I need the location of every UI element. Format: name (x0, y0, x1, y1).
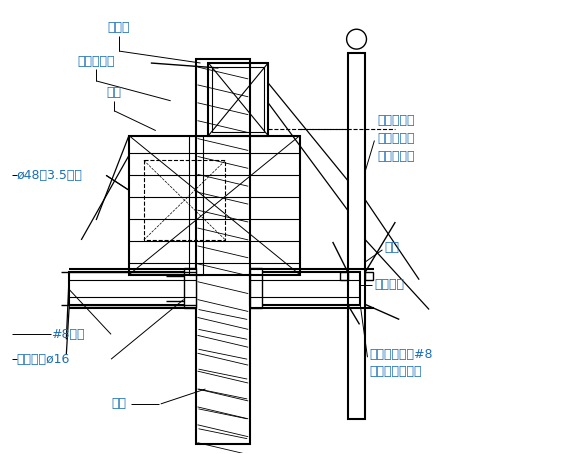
Bar (250, 268, 262, 309)
Text: 脚手板两端与#8: 脚手板两端与#8 (370, 348, 433, 361)
Text: ø48＊3.5钢管: ø48＊3.5钢管 (16, 169, 82, 182)
Bar (250, 272, 359, 305)
Text: #8槽钢: #8槽钢 (51, 328, 85, 341)
Text: 钢管组成活: 钢管组成活 (377, 132, 415, 145)
Text: 施工人员: 施工人员 (375, 278, 405, 291)
Text: 大钢管套小: 大钢管套小 (377, 114, 415, 127)
Text: 双头螺栓ø16: 双头螺栓ø16 (16, 353, 70, 365)
Bar (69, 272, 195, 305)
Text: 落差保护器: 落差保护器 (77, 54, 115, 68)
Bar (347, 53, 366, 419)
Bar (129, 136, 300, 275)
Bar (184, 268, 195, 309)
Bar (189, 136, 203, 275)
Text: 绳梯: 绳梯 (107, 86, 121, 99)
Text: 动栏杆立杆: 动栏杆立杆 (377, 150, 415, 163)
Bar (212, 67, 264, 132)
Bar (340, 272, 347, 280)
Text: 钢柱: 钢柱 (111, 397, 127, 410)
Text: 槽钢用铅丝扎紧: 槽钢用铅丝扎紧 (370, 365, 422, 378)
Text: 电焊: 电焊 (384, 242, 399, 254)
Text: 安全带: 安全带 (108, 21, 131, 34)
Bar (208, 63, 268, 136)
Bar (195, 59, 250, 444)
Bar (366, 272, 373, 280)
